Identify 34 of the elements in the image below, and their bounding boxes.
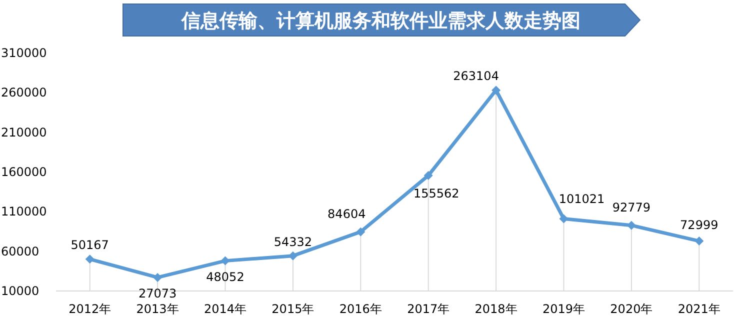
y-tick-label: 60000 <box>1 244 40 258</box>
point <box>85 254 94 264</box>
point <box>153 272 162 282</box>
point <box>694 236 704 246</box>
data-label: 50167 <box>70 238 109 252</box>
data-label: 72999 <box>680 218 718 232</box>
y-tick-label: 10000 <box>1 284 40 298</box>
y-tick-label: 110000 <box>1 204 47 219</box>
y-tick-label: 210000 <box>1 125 47 140</box>
x-tick-label: 2020年 <box>610 302 653 316</box>
x-tick-label: 2021年 <box>678 302 720 316</box>
x-tick-label: 2015年 <box>272 302 314 316</box>
x-tick-label: 2018年 <box>474 302 518 316</box>
data-label: 27073 <box>138 286 177 300</box>
x-tick-label: 2016年 <box>339 302 382 316</box>
data-label: 48052 <box>206 270 244 284</box>
x-tick-label: 2012年 <box>68 302 112 316</box>
point <box>424 171 433 180</box>
data-label: 263104 <box>453 69 499 84</box>
y-tick-label: 310000 <box>1 46 47 60</box>
data-label: 155562 <box>413 186 460 201</box>
data-label: 101021 <box>558 192 605 206</box>
data-label: 84604 <box>328 206 366 221</box>
data-label: 92779 <box>612 200 651 214</box>
x-tick-label: 2014年 <box>204 302 247 316</box>
x-tick-label: 2019年 <box>542 302 586 316</box>
point <box>356 227 366 236</box>
x-tick-label: 2017年 <box>407 302 450 316</box>
chart-title: 信息传输、计算机服务和软件业需求人数走势图 <box>180 10 580 32</box>
y-tick-label: 160000 <box>1 165 47 179</box>
point <box>492 86 501 95</box>
y-tick-label: 260000 <box>1 86 47 100</box>
x-tick-label: 2013年 <box>136 302 179 316</box>
data-label: 54332 <box>274 234 312 249</box>
